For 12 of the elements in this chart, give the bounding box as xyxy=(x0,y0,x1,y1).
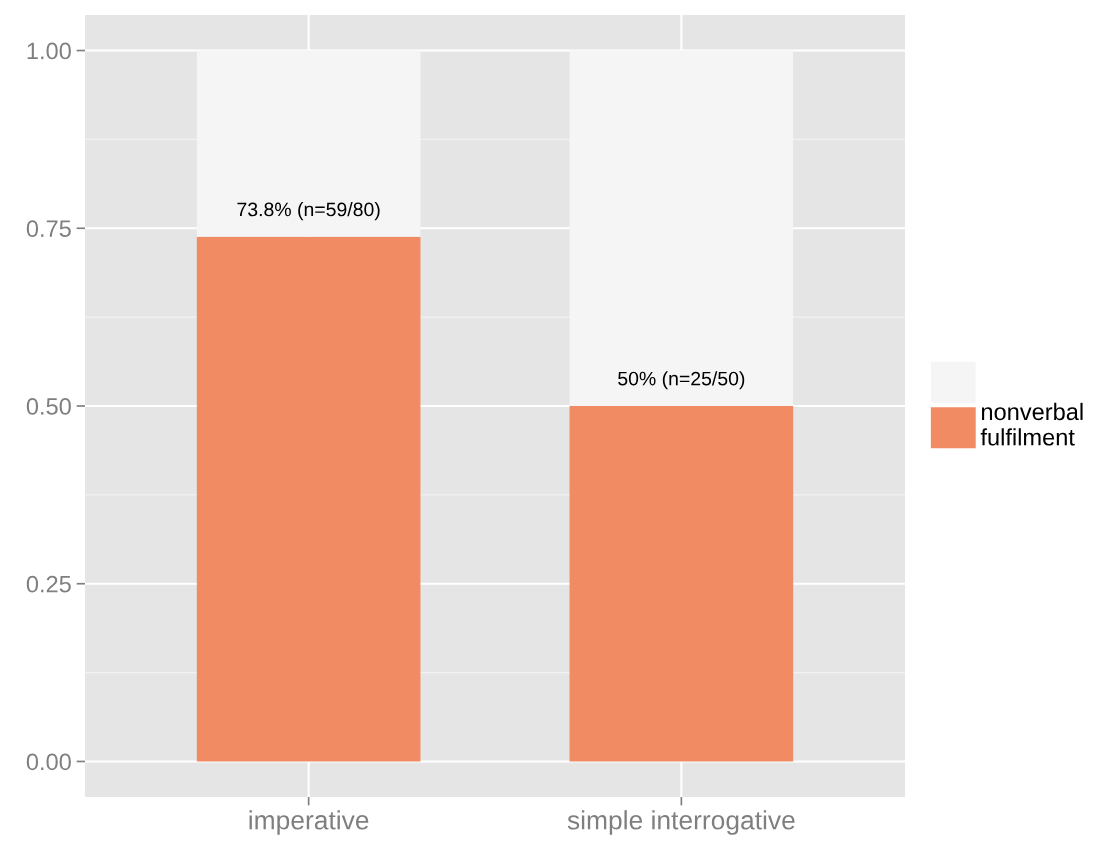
x-tick-label: imperative xyxy=(249,810,369,835)
bar xyxy=(196,236,421,762)
bar xyxy=(569,406,794,762)
y-tick-label: 0.75 xyxy=(26,220,71,238)
y-tick-label: 1.00 xyxy=(27,42,71,60)
x-tick-label: simple interrogative xyxy=(567,810,795,835)
y-tick-label: 0.25 xyxy=(26,575,71,593)
data-label: 73.8% (n=59/80) xyxy=(237,202,380,221)
y-tick-label: 0.00 xyxy=(26,753,71,771)
y-tick-label: 0.50 xyxy=(26,398,71,415)
legend-label: nonverbal fulfilment xyxy=(980,402,1083,446)
data-label: 50% (n=25/50) xyxy=(618,371,745,390)
